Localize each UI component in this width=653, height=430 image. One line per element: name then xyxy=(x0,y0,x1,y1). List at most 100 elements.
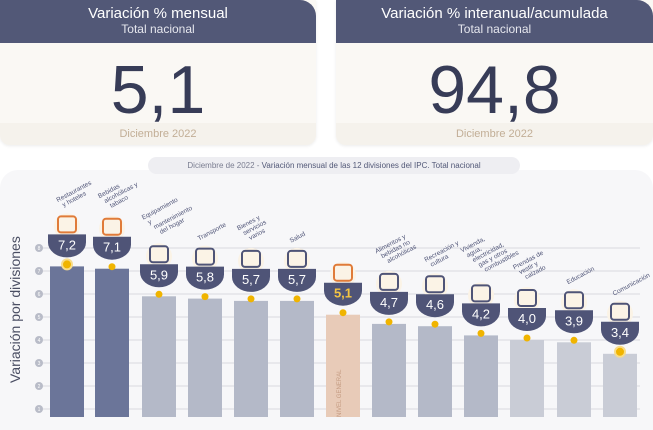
y-tick-label: 1 xyxy=(38,407,41,413)
bar-9 xyxy=(418,326,452,417)
category-label: Bienes yserviciosvarios xyxy=(236,212,271,244)
value-badge xyxy=(324,282,362,306)
value-badge xyxy=(370,291,408,315)
y-tick-label: 7 xyxy=(38,269,41,275)
card-subtitle: Total nacional xyxy=(121,22,195,36)
category-label: Transporte xyxy=(197,221,228,242)
value-badge xyxy=(555,310,593,334)
value-label: 3,4 xyxy=(611,325,629,340)
y-tick-marker xyxy=(35,267,43,275)
value-dot xyxy=(477,329,485,337)
value-label: 4,7 xyxy=(380,295,398,310)
value-label: 3,9 xyxy=(565,313,583,328)
card-header: Variación % mensual Total nacional xyxy=(0,0,316,43)
bar-8 xyxy=(372,323,406,417)
value-dot xyxy=(108,263,116,271)
y-tick-marker xyxy=(35,313,43,321)
y-tick-marker xyxy=(35,336,43,344)
category-label: Recreación ycultura xyxy=(423,239,464,270)
card-subtitle: Total nacional xyxy=(457,22,532,36)
value-label: 5,8 xyxy=(196,270,214,285)
y-tick-label: 2 xyxy=(38,384,41,390)
category-icon-glyph xyxy=(610,302,630,321)
value-dot xyxy=(293,295,301,303)
bar-3 xyxy=(142,296,176,417)
monthly-variation-card: Variación % mensual Total nacional 5,1 D… xyxy=(0,0,316,145)
card-period: Diciembre 2022 xyxy=(336,123,653,145)
chart-title: Diciembre de 2022 - Variación mensual de… xyxy=(148,157,520,174)
value-badge xyxy=(416,294,454,318)
value-badge xyxy=(462,303,500,327)
bar-7 xyxy=(326,314,360,417)
value-dot xyxy=(339,309,347,317)
bar-chart: 1 2 3 4 5 6 7 8 7,2 Restaurantesy hoteles 7,1 Bebid… xyxy=(35,175,652,417)
value-badge xyxy=(48,234,86,258)
value-label: 7,1 xyxy=(103,240,121,255)
value-badge xyxy=(278,268,316,292)
value-dot xyxy=(385,318,393,326)
y-tick-label: 6 xyxy=(38,292,41,298)
y-tick-label: 8 xyxy=(38,246,41,252)
y-tick-label: 5 xyxy=(38,315,41,321)
value-dot xyxy=(155,290,163,298)
y-tick-marker xyxy=(35,359,43,367)
value-label: 5,9 xyxy=(150,267,168,282)
y-tick-label: 3 xyxy=(38,361,41,367)
value-dot xyxy=(61,258,73,271)
category-label: Equipamientoymantenimientodel hogar xyxy=(141,192,197,240)
bar-10 xyxy=(464,335,498,417)
category-icon-glyph xyxy=(425,275,445,294)
value-badge xyxy=(140,264,178,288)
category-icon-glyph xyxy=(379,272,399,291)
value-dot xyxy=(201,293,209,301)
value-badge xyxy=(508,308,546,331)
category-icon-glyph xyxy=(517,289,537,307)
value-badge xyxy=(232,268,270,292)
bar-5 xyxy=(234,300,268,417)
bar-11 xyxy=(510,340,544,417)
category-icon-glyph xyxy=(333,263,353,282)
category-label: Bebidasalcohólicas ytabaco xyxy=(97,175,143,213)
value-label: 5,7 xyxy=(288,272,306,287)
value-label: 5,1 xyxy=(334,286,352,301)
category-icon-glyph xyxy=(471,284,491,303)
category-icon-glyph xyxy=(57,215,77,234)
value-label: 4,2 xyxy=(472,306,490,321)
card-value: 5,1 xyxy=(110,52,206,128)
card-title: Variación % mensual xyxy=(88,5,228,22)
value-label: 7,2 xyxy=(58,237,76,252)
category-label: Salud xyxy=(289,230,307,244)
category-icon-glyph xyxy=(149,245,169,264)
y-tick-marker xyxy=(35,405,43,413)
bar-6 xyxy=(280,300,314,417)
y-tick-marker xyxy=(35,382,43,390)
value-dot xyxy=(570,336,578,344)
category-label: Educación xyxy=(566,265,596,286)
bar-12 xyxy=(557,342,591,417)
value-dot xyxy=(247,295,255,303)
chart-title-date: Diciembre de 2022 xyxy=(187,161,255,170)
card-title: Variación % interanual/acumulada xyxy=(381,5,608,22)
category-icon-glyph xyxy=(241,249,261,268)
category-icon-glyph xyxy=(195,247,215,266)
bar-2 xyxy=(95,268,129,417)
card-header: Variación % interanual/acumulada Total n… xyxy=(336,0,653,43)
value-dot xyxy=(431,320,439,328)
annual-variation-card: Variación % interanual/acumulada Total n… xyxy=(336,0,653,145)
value-badge xyxy=(93,236,131,260)
bar-text: NIVEL GENERAL xyxy=(337,369,343,417)
value-dot xyxy=(523,334,531,342)
y-tick-label: 4 xyxy=(38,338,41,344)
y-tick-marker xyxy=(35,290,43,298)
bar-13 xyxy=(603,353,637,417)
bar-1 xyxy=(50,266,84,417)
value-badge xyxy=(186,266,224,290)
bar-4 xyxy=(188,298,222,417)
card-period: Diciembre 2022 xyxy=(0,123,316,145)
card-value: 94,8 xyxy=(428,52,561,128)
category-icon-glyph xyxy=(564,291,584,310)
value-label: 4,6 xyxy=(426,297,444,312)
value-label: 5,7 xyxy=(242,272,260,287)
value-label: 4,0 xyxy=(518,311,536,326)
value-badge xyxy=(601,321,639,345)
